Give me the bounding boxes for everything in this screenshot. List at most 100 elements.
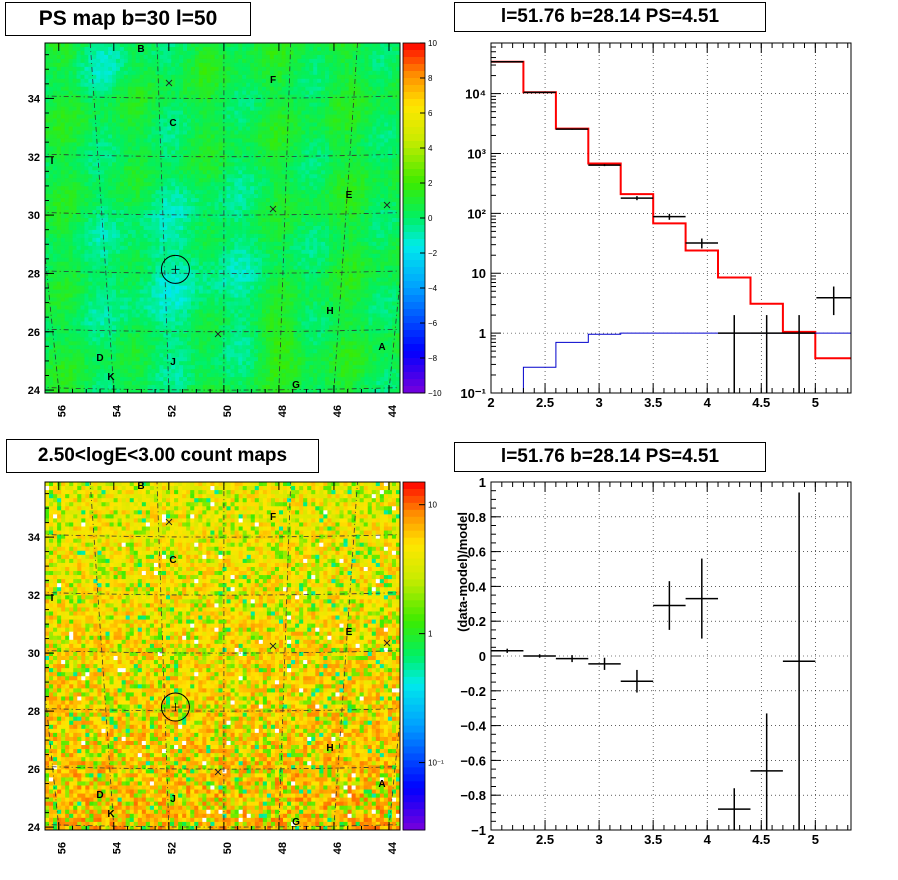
source-label-g: G [292,817,300,828]
x-tick-label: 44 [387,404,399,417]
model-total-line [491,62,851,359]
colorbar-tick-label: 10 [428,39,437,48]
data-point [621,196,653,200]
x-tick-label: 3 [595,395,602,410]
count-map-title: 2.50<logE<3.00 count maps [6,439,319,473]
x-tick-label: 5 [812,832,819,847]
x-tick-label: 3.5 [644,395,662,410]
source-label-j: J [170,794,176,805]
x-tick-label: 54 [112,404,124,417]
y-tick-label: 0.2 [468,614,486,629]
data-point [621,670,653,693]
source-label-g: G [292,380,300,391]
colorbar-tick-label: 2 [428,179,433,188]
heatmap-cells [45,43,400,393]
x-tick-label: 4.5 [752,832,770,847]
x-tick-label: 56 [57,405,69,417]
source-label-c: C [169,555,176,566]
source-label-h: H [326,743,333,754]
colorbar-tick-label: 4 [428,144,433,153]
colorbar [403,482,425,831]
y-tick-label: 1 [479,475,486,490]
colorbar-tick-label: −10 [428,389,442,398]
source-label-e: E [346,627,353,638]
data-point [816,287,851,316]
x-tick-label: 46 [332,405,344,417]
data-point [750,315,782,393]
x-tick-label: 50 [222,405,234,417]
data-point [523,92,555,93]
data-point [491,649,523,653]
ps-map-title: PS map b=30 l=50 [5,2,251,36]
y-axis-label: (data-model)/model [455,512,470,632]
y-tick-label: −0.4 [460,719,486,734]
y-tick-label: 1 [479,326,486,341]
data-point [686,239,718,249]
y-tick-label: 30 [28,648,40,660]
y-tick-label: 10 [472,266,486,281]
source-label-f: F [270,75,276,86]
y-tick-label: 30 [28,210,40,222]
y-tick-label: 32 [28,590,40,602]
data-point [686,559,718,639]
source-label-a: A [378,342,385,353]
data-point [783,492,815,830]
data-point [523,654,555,657]
x-tick-label: 2 [487,832,494,847]
y-tick-label: −0.8 [460,788,486,803]
source-label-k: K [107,372,115,383]
y-tick-label: 0.4 [468,579,487,594]
x-tick-label: 50 [222,842,234,854]
x-tick-label: 46 [332,842,344,854]
data-point [750,713,782,830]
x-tick-label: 2 [487,395,494,410]
y-tick-label: 24 [28,385,41,397]
x-tick-label: 52 [167,842,179,854]
x-tick-label: 48 [277,405,289,417]
y-tick-label: 34 [28,93,41,105]
x-tick-label: 4 [704,395,712,410]
x-tick-label: 2.5 [536,395,554,410]
colorbar-tick-label: 6 [428,109,433,118]
source-label-i: I [51,156,54,167]
x-tick-label: 52 [167,405,179,417]
colorbar-tick-label: 10⁻¹ [428,759,444,768]
y-tick-label: 34 [28,532,41,544]
x-tick-label: 54 [112,841,124,854]
data-point [653,581,685,630]
x-tick-label: 44 [387,841,399,854]
grid [491,43,851,393]
x-tick-label: 3 [595,832,602,847]
data-point [556,129,588,130]
source-label-b: B [137,44,144,55]
y-tick-label: 0 [479,649,486,664]
y-tick-label: 26 [28,327,40,339]
y-tick-label: −0.6 [460,753,486,768]
data-point [653,214,685,220]
colorbar-tick-label: 0 [428,214,433,223]
x-tick-label: 56 [57,842,69,854]
colorbar-tick-label: 1 [428,630,433,639]
y-tick-label: −1 [471,823,486,838]
colorbar-tick-label: −2 [428,249,438,258]
source-label-d: D [96,353,103,364]
y-tick-label: 24 [28,822,41,834]
spectrum-title: l=51.76 b=28.14 PS=4.51 [454,2,766,32]
y-tick-label: −0.2 [460,684,486,699]
colorbar-tick-label: −4 [428,284,438,293]
x-tick-label: 48 [277,842,289,854]
data-point [491,61,523,62]
x-tick-label: 3.5 [644,832,662,847]
residual-title: l=51.76 b=28.14 PS=4.51 [454,442,766,472]
x-tick-label: 4.5 [752,395,770,410]
source-label-j: J [170,357,176,368]
y-tick-label: 28 [28,706,40,718]
y-tick-label: 28 [28,268,40,280]
y-tick-label: 10⁻¹ [460,386,486,401]
